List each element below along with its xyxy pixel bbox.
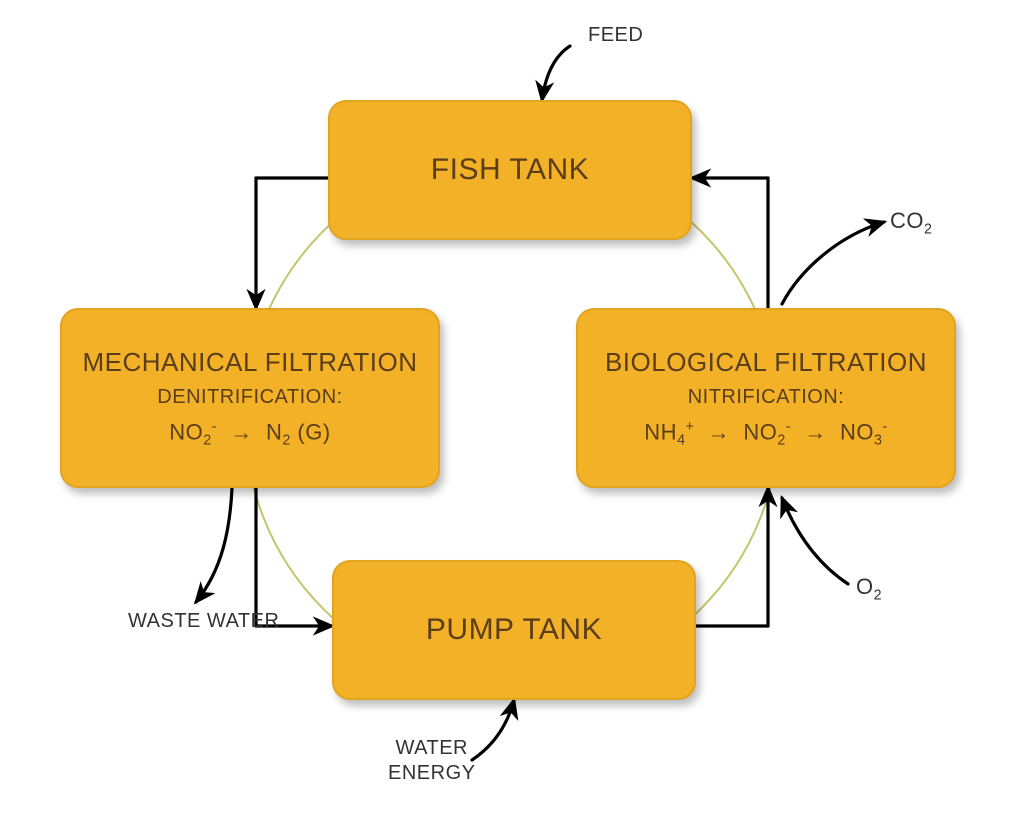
node-mechanical-filtration: MECHANICAL FILTRATION DENITRIFICATION: N… [60,308,440,488]
node-fish-tank: FISH TANK [328,100,692,240]
node-title: FISH TANK [431,153,589,187]
label-feed: FEED [588,24,643,47]
node-title: BIOLOGICAL FILTRATION [605,347,927,378]
label-co2: CO2 [890,208,932,237]
label-water-energy: WATERENERGY [388,736,475,786]
node-chem-equation: NO2- → N2 (G) [169,419,330,449]
arrow-co2_out [782,222,884,304]
arrow-waste_out [196,488,232,602]
arrow-feed_in [542,46,570,100]
node-title: MECHANICAL FILTRATION [82,347,417,378]
node-subtitle: DENITRIFICATION: [157,386,342,409]
label-waste-water: WASTE WATER [128,610,279,633]
arrow-o2_in [782,498,848,584]
arrow-water_energy_in [472,700,514,760]
label-o2: O2 [856,574,882,603]
node-title: PUMP TANK [426,613,602,647]
diagram-canvas: FISH TANK MECHANICAL FILTRATION DENITRIF… [0,0,1024,821]
node-biological-filtration: BIOLOGICAL FILTRATION NITRIFICATION: NH4… [576,308,956,488]
node-chem-equation: NH4+ → NO2- → NO3- [644,419,887,449]
node-pump-tank: PUMP TANK [332,560,696,700]
node-subtitle: NITRIFICATION: [688,386,845,409]
